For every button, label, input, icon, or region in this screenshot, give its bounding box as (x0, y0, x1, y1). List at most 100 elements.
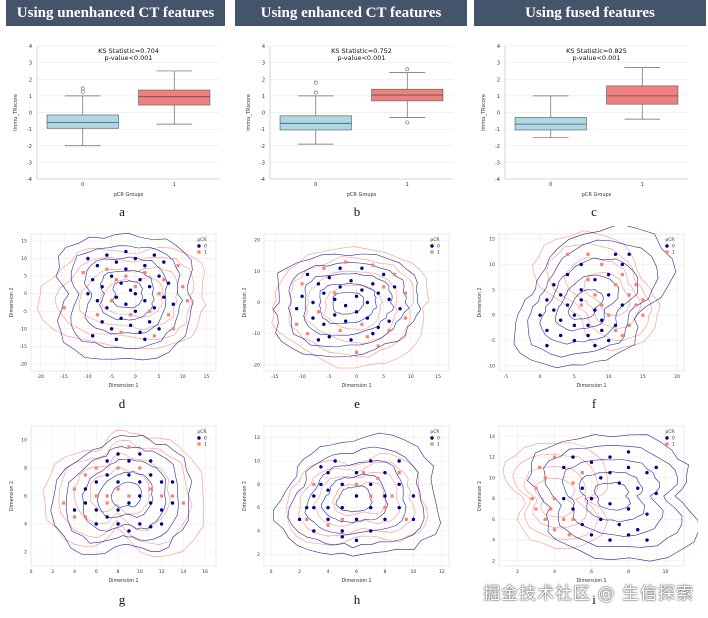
p-value-label: p-value<0.001 (337, 54, 385, 62)
point-pcr-1 (366, 335, 369, 338)
point-pcr-1 (171, 494, 174, 497)
point-pcr-0 (129, 324, 132, 327)
y-tick-label: 12 (489, 455, 495, 461)
point-pcr-1 (390, 494, 393, 497)
point-pcr-0 (344, 304, 347, 307)
density-contour-1 (332, 482, 386, 516)
point-pcr-0 (116, 452, 119, 455)
y-tick-label: 10 (21, 256, 27, 262)
point-pcr-0 (306, 273, 309, 276)
point-pcr-0 (397, 483, 400, 486)
point-pcr-0 (295, 307, 298, 310)
x-axis-label: pCR Groups (347, 192, 377, 198)
x-axis-label: Dimension 1 (341, 383, 371, 389)
y-tick-label: -1 (495, 127, 500, 133)
point-pcr-0 (127, 459, 130, 462)
box-group-1 (607, 86, 678, 104)
point-pcr-0 (312, 494, 315, 497)
point-pcr-0 (326, 488, 329, 491)
x-tick-label: 10 (137, 569, 143, 575)
point-pcr-0 (116, 480, 119, 483)
density-contour-0 (112, 482, 142, 508)
x-tick-label: 4 (327, 569, 330, 575)
point-pcr-0 (322, 291, 325, 294)
point-pcr-0 (95, 480, 98, 483)
y-tick-label: 4 (29, 44, 32, 50)
point-pcr-0 (326, 471, 329, 474)
point-pcr-0 (149, 525, 152, 528)
panel-letter-f: f (579, 396, 609, 412)
column-header-fused: Using fused features (474, 0, 706, 26)
point-pcr-0 (105, 306, 108, 309)
point-pcr-1 (322, 267, 325, 270)
point-pcr-0 (645, 512, 648, 515)
point-pcr-0 (344, 319, 347, 322)
point-pcr-0 (300, 295, 303, 298)
x-tick-label: 6 (590, 569, 593, 575)
y-tick-label: 6 (24, 494, 27, 500)
legend-marker-1 (197, 442, 200, 445)
point-pcr-0 (100, 285, 103, 288)
y-tick-label: -10 (253, 331, 260, 337)
panel-letter-c: c (579, 204, 609, 220)
point-pcr-0 (580, 298, 583, 301)
outlier-point (406, 121, 409, 124)
point-pcr-0 (600, 319, 603, 322)
y-tick-label: 10 (21, 438, 27, 444)
point-pcr-1 (148, 310, 151, 313)
point-pcr-0 (312, 529, 315, 532)
point-pcr-0 (593, 308, 596, 311)
point-pcr-1 (553, 456, 556, 459)
point-pcr-1 (634, 283, 637, 286)
point-pcr-1 (106, 494, 109, 497)
point-pcr-1 (295, 323, 298, 326)
point-pcr-0 (590, 497, 593, 500)
panel-letter-h: h (342, 592, 372, 608)
point-pcr-0 (366, 316, 369, 319)
point-pcr-1 (172, 327, 175, 330)
point-pcr-1 (63, 306, 66, 309)
outlier-point (314, 81, 317, 84)
y-tick-label: -1 (260, 127, 265, 133)
point-pcr-0 (148, 320, 151, 323)
x-tick-label: 10 (180, 374, 186, 380)
point-pcr-0 (338, 267, 341, 270)
y-tick-label: -20 (20, 361, 27, 367)
point-pcr-1 (568, 533, 571, 536)
point-pcr-0 (621, 263, 624, 266)
point-pcr-0 (305, 506, 308, 509)
point-pcr-0 (627, 450, 630, 453)
density-contour-0 (562, 460, 663, 537)
legend-label-0: 0 (204, 436, 207, 442)
density-contour-1 (584, 273, 630, 316)
legend-title: pCR (430, 429, 439, 435)
y-tick-label: -10 (488, 363, 495, 369)
density-contour-1 (324, 285, 383, 330)
y-tick-label: -3 (260, 160, 265, 166)
outlier-point (81, 87, 84, 90)
y-axis-label: Dimension 2 (9, 481, 15, 511)
column-header-enhanced: Using enhanced CT features (235, 0, 467, 26)
x-axis-label: Dimension 1 (341, 578, 371, 584)
plot-frame (499, 234, 684, 371)
point-pcr-1 (120, 331, 123, 334)
point-pcr-0 (105, 459, 108, 462)
x-axis-label: Dimension 1 (108, 578, 138, 584)
point-pcr-0 (349, 279, 352, 282)
legend-title: pCR (665, 237, 674, 243)
point-pcr-0 (573, 313, 576, 316)
point-pcr-0 (105, 515, 108, 518)
legend-label-1: 1 (204, 250, 207, 256)
point-pcr-0 (355, 295, 358, 298)
legend-label-1: 1 (672, 250, 675, 256)
point-pcr-1 (621, 273, 624, 276)
point-pcr-1 (124, 275, 127, 278)
point-pcr-0 (383, 518, 386, 521)
point-pcr-0 (153, 253, 156, 256)
point-pcr-1 (344, 260, 347, 263)
y-tick-label: 6 (257, 505, 260, 511)
point-pcr-0 (86, 292, 89, 295)
point-pcr-0 (571, 455, 574, 458)
point-pcr-1 (96, 313, 99, 316)
